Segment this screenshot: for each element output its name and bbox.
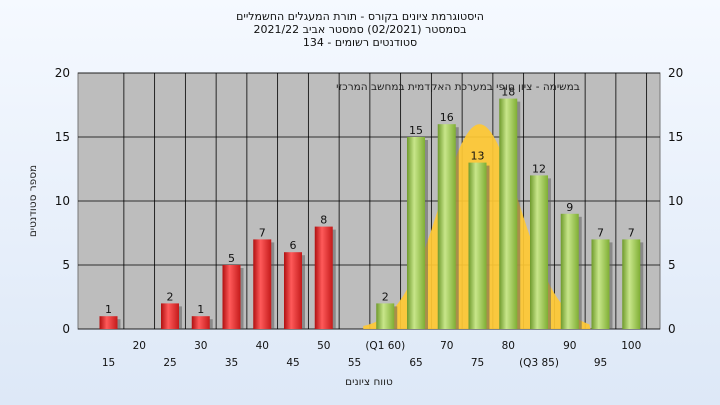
inner-title: במשימה - ציון סופי במערכת האקדמית במחשב … — [336, 81, 580, 93]
data-label: 5 — [228, 252, 235, 265]
x-tick-label: 15 — [102, 357, 115, 369]
x-tick-label: 30 — [194, 340, 207, 352]
data-label: 8 — [320, 214, 327, 227]
bar — [622, 239, 641, 329]
bar — [314, 226, 333, 329]
y-tick-label-left: 20 — [55, 66, 70, 80]
x-tick-label: 45 — [286, 357, 299, 369]
x-tick-label: (Q3 85) — [519, 357, 559, 369]
y-tick-label-right: 15 — [668, 130, 683, 144]
title-line-3: סטודנטים רשומים - 134 — [302, 36, 418, 49]
y-tick-label-right: 5 — [668, 258, 676, 272]
bar — [437, 124, 456, 329]
y-tick-label-left: 15 — [55, 130, 70, 144]
x-tick-label: 35 — [225, 357, 238, 369]
x-tick-label: 80 — [502, 340, 515, 352]
x-tick-label: 50 — [317, 340, 330, 352]
x-axis-label: טווח ציונים — [345, 376, 393, 388]
y-tick-label-left: 0 — [62, 322, 70, 336]
x-tick-label: 100 — [621, 340, 641, 352]
x-tick-label: 90 — [563, 340, 576, 352]
y-tick-label-left: 10 — [55, 194, 70, 208]
title-line-1: היסטוגרמת ציונים בקורס - תורת המעגלים הח… — [236, 10, 484, 23]
x-tick-label: (Q1 60) — [365, 340, 405, 352]
data-label: 6 — [290, 239, 297, 252]
bar — [376, 303, 395, 329]
bar — [468, 162, 487, 329]
bar — [191, 316, 210, 329]
data-label: 15 — [409, 124, 423, 137]
x-tick-label: 95 — [594, 357, 607, 369]
data-label: 2 — [382, 290, 389, 303]
data-label: 2 — [167, 290, 174, 303]
x-tick-label: 25 — [163, 357, 176, 369]
x-tick-label: 70 — [440, 340, 453, 352]
bar — [407, 137, 425, 329]
y-tick-label-right: 0 — [668, 322, 676, 336]
bar — [530, 175, 548, 329]
data-label: 16 — [440, 111, 454, 124]
data-label: 13 — [471, 150, 485, 163]
data-label: 7 — [628, 226, 635, 239]
data-label: 7 — [597, 226, 604, 239]
bar — [253, 239, 272, 329]
bar — [560, 213, 579, 329]
bar — [284, 252, 302, 329]
x-tick-label: 75 — [471, 357, 484, 369]
data-label: 18 — [501, 86, 515, 99]
data-label: 12 — [532, 162, 546, 175]
bar — [99, 316, 118, 329]
bar — [591, 239, 610, 329]
y-tick-label-right: 20 — [668, 66, 683, 80]
bar — [499, 98, 518, 329]
title-line-2: בסמסטר (02/2021) סמסטר אביב 2021/22 — [253, 23, 467, 36]
y-tick-label-left: 5 — [62, 258, 70, 272]
data-label: 1 — [197, 303, 204, 316]
data-label: 9 — [566, 201, 573, 214]
x-tick-label: 40 — [256, 340, 269, 352]
x-tick-label: 20 — [133, 340, 146, 352]
chart-title: היסטוגרמת ציונים בקורס - תורת המעגלים הח… — [0, 10, 720, 49]
x-tick-label: 55 — [348, 357, 361, 369]
data-label: 1 — [105, 303, 112, 316]
bar — [161, 303, 179, 329]
y-tick-label-right: 10 — [668, 194, 683, 208]
bar — [222, 265, 241, 329]
data-label: 7 — [259, 226, 266, 239]
x-tick-label: 65 — [409, 357, 422, 369]
y-axis-label: מספר סטודנטים — [27, 165, 39, 237]
